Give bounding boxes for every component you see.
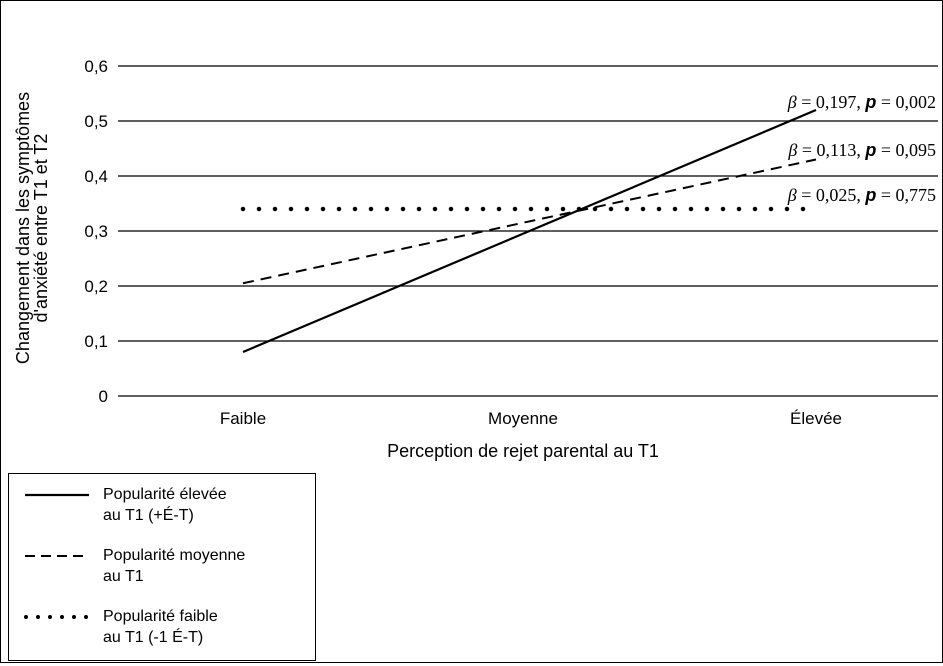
y-tick-label: 0,5: [84, 112, 108, 131]
legend: Popularité élevée au T1 (+É-T) Popularité …: [8, 473, 316, 661]
annotation-p: p: [864, 140, 876, 160]
legend-label-line: Popularité moyenne: [103, 547, 246, 564]
annotation-p: p: [864, 92, 876, 112]
legend-label-line: au T1: [103, 568, 144, 585]
annotation-p: p: [864, 185, 876, 205]
y-tick-label: 0: [99, 387, 108, 406]
series-line-solid: [242, 108, 817, 354]
annotation-eq1: = 0,113,: [797, 140, 865, 160]
legend-item: Popularité faible au T1 (-1 É-T): [9, 606, 315, 666]
x-tick-label: Moyenne: [488, 409, 558, 428]
y-axis-title-line: d'anxiété entre T1 et T2: [31, 134, 51, 323]
legend-label: Popularité faible au T1 (-1 É-T): [103, 606, 308, 648]
series-annotation: β = 0,197, p = 0,002: [787, 92, 936, 112]
legend-label-line: au T1 (-1 É-T): [103, 629, 204, 646]
series-annotation: β = 0,113, p = 0,095: [787, 140, 936, 160]
legend-label-line: Popularité faible: [103, 608, 218, 625]
annotation-beta: β: [787, 185, 797, 205]
y-tick-label: 0,2: [84, 277, 108, 296]
series-line-dashed: [242, 158, 817, 285]
x-tick-label: Élevée: [790, 409, 842, 428]
legend-item: Popularité élevée au T1 (+É-T): [9, 484, 315, 544]
x-tick-label: Faible: [220, 409, 266, 428]
legend-swatch-dotted: [24, 615, 91, 619]
annotation-eq2: = 0,775: [876, 185, 936, 205]
legend-swatch-solid: [25, 493, 89, 497]
annotation-beta: β: [787, 140, 797, 160]
y-tick-label: 0,3: [84, 222, 108, 241]
y-tick-label: 0,4: [84, 167, 108, 186]
legend-label: Popularité moyenne au T1: [103, 545, 308, 587]
annotation-eq2: = 0,095: [876, 140, 936, 160]
annotation-eq1: = 0,025,: [797, 185, 866, 205]
x-axis-title: Perception de rejet parental au T1: [387, 441, 659, 461]
legend-label-line: Popularité élevée: [103, 486, 227, 503]
legend-label-line: au T1 (+É-T): [103, 507, 194, 524]
y-axis-title-line: Changement dans les symptômes: [13, 92, 33, 364]
annotation-beta: β: [787, 92, 797, 112]
y-tick-label: 0,1: [84, 332, 108, 351]
annotation-eq1: = 0,197,: [797, 92, 866, 112]
legend-label: Popularité élevée au T1 (+É-T): [103, 484, 308, 526]
annotation-eq2: = 0,002: [876, 92, 936, 112]
series-annotation: β = 0,025, p = 0,775: [787, 185, 936, 205]
legend-item: Popularité moyenne au T1: [9, 545, 315, 605]
legend-swatch-dashed: [25, 555, 89, 557]
y-tick-label: 0,6: [84, 57, 108, 76]
